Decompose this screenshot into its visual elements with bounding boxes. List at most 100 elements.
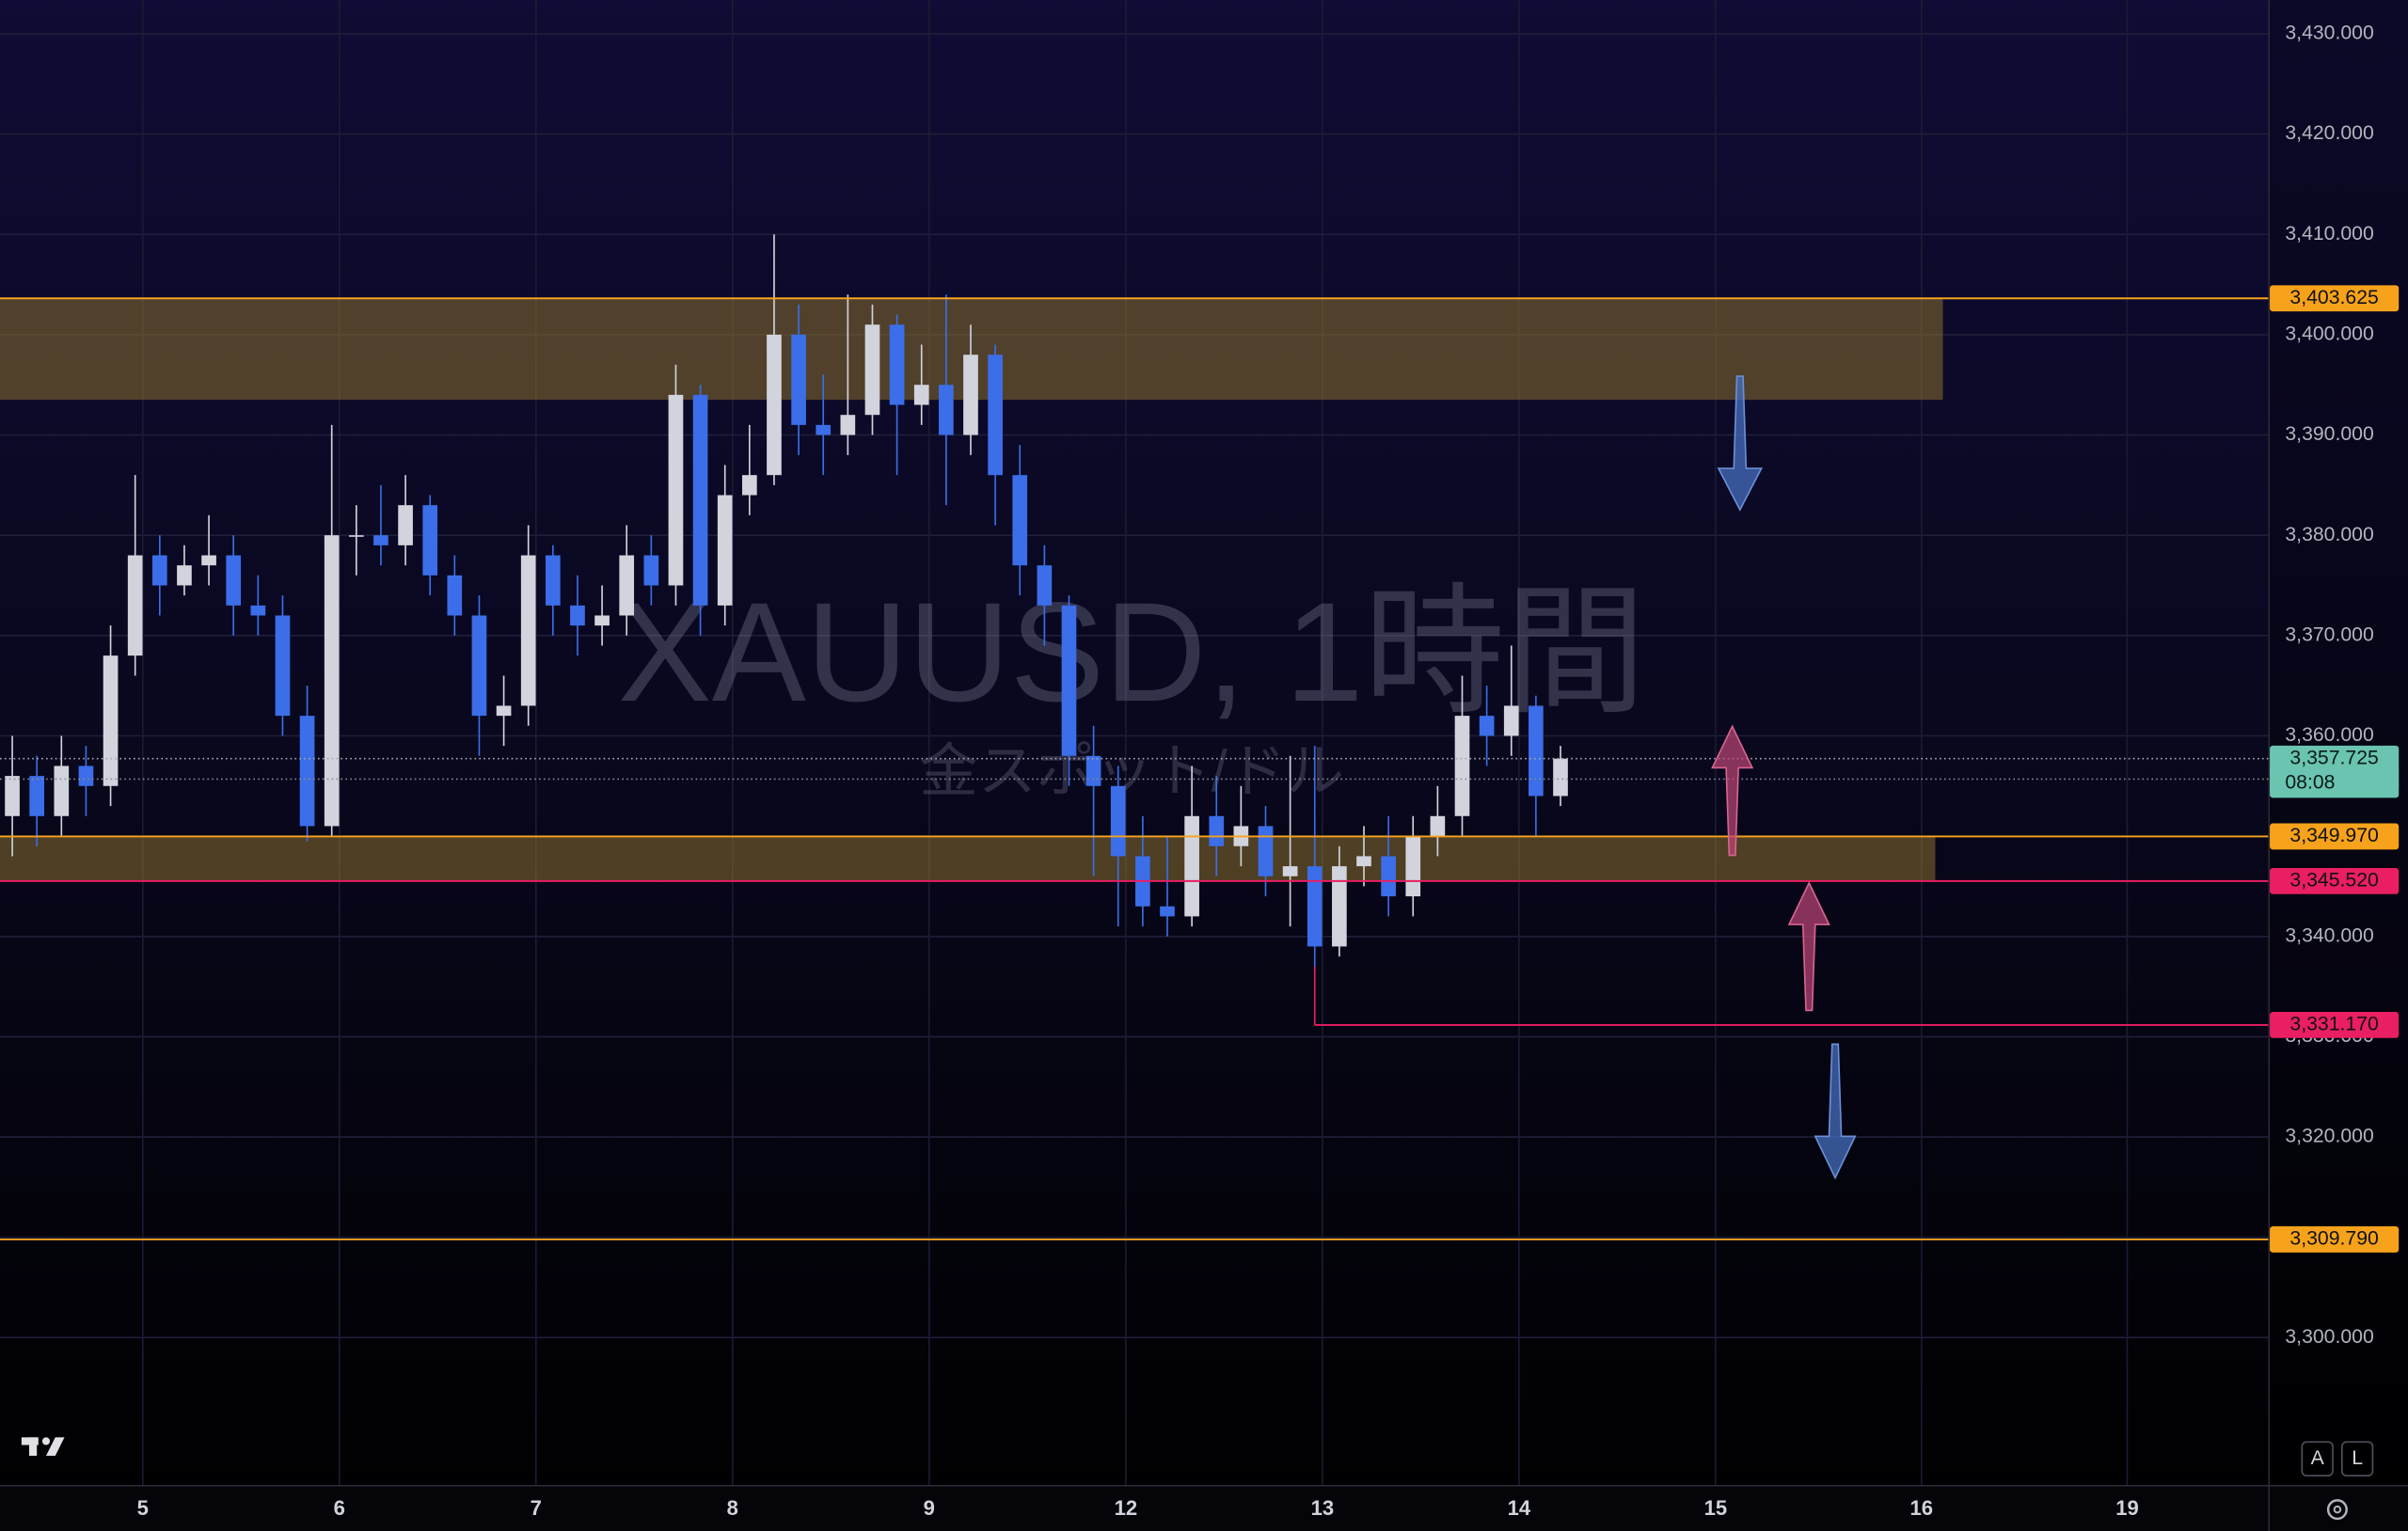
candle-body	[889, 324, 905, 405]
candle-body	[1184, 815, 1199, 917]
x-tick-label: 14	[1508, 1496, 1531, 1520]
candle-body	[963, 355, 978, 435]
zone	[0, 836, 1936, 881]
logo-part	[45, 1437, 65, 1456]
price-label-box	[2270, 1226, 2400, 1253]
candle-body	[1307, 866, 1323, 947]
price-label: 3,345.520	[2289, 870, 2378, 892]
candle-body	[1282, 866, 1298, 876]
candle-body	[1381, 856, 1396, 897]
candle-body	[496, 705, 512, 717]
candle-body	[398, 505, 413, 545]
candle-body	[1553, 758, 1568, 797]
settings-icon[interactable]	[2326, 1499, 2348, 1521]
candle-body	[1503, 705, 1519, 736]
candle-body	[250, 605, 266, 616]
x-tick-label: 13	[1311, 1496, 1335, 1520]
candle-body	[1012, 475, 1028, 566]
candle-body	[619, 555, 635, 616]
logo-part	[41, 1437, 51, 1445]
candle-body	[939, 385, 954, 435]
candle-body	[471, 615, 487, 717]
candle-body	[594, 615, 610, 626]
price-label: 3,357.725	[2289, 747, 2378, 768]
scale-button[interactable]	[2340, 1441, 2374, 1477]
x-tick-label: 19	[2115, 1496, 2139, 1520]
candle-body	[816, 424, 832, 435]
price-label-box	[2270, 823, 2400, 850]
scale-button[interactable]	[2301, 1441, 2334, 1477]
candle-body	[742, 475, 757, 496]
countdown: 08:08	[2285, 771, 2335, 793]
candle-body	[151, 555, 167, 586]
candle-body	[864, 324, 880, 416]
candle-body	[447, 575, 463, 616]
candle-body	[1430, 815, 1446, 837]
x-tick-label: 16	[1910, 1496, 1934, 1520]
scale-button-label[interactable]: A	[2311, 1447, 2325, 1469]
y-tick-label: 3,300.000	[2285, 1326, 2373, 1348]
candle-body	[913, 385, 929, 405]
candle-body	[201, 555, 216, 566]
candle-body	[348, 535, 364, 537]
y-tick-label: 3,430.000	[2285, 23, 2373, 44]
settings-hub	[2333, 1505, 2342, 1514]
price-label-box	[2270, 285, 2400, 312]
price-label: 3,349.970	[2289, 825, 2378, 846]
candle-body	[988, 355, 1003, 476]
candle-body	[177, 565, 192, 586]
candle-body	[1160, 906, 1175, 917]
candle-body	[275, 615, 291, 717]
candle-body	[1209, 815, 1225, 846]
settings-gear[interactable]	[2326, 1499, 2348, 1521]
y-tick-label: 3,400.000	[2285, 323, 2373, 344]
candle-body	[545, 555, 561, 606]
candle-body	[226, 555, 242, 606]
candle-body	[1258, 826, 1274, 876]
candle-body	[373, 535, 388, 545]
candle-body	[1529, 705, 1544, 797]
price-label: 3,309.790	[2289, 1228, 2378, 1250]
price-label-box	[2270, 745, 2400, 798]
y-tick-label: 3,320.000	[2285, 1126, 2373, 1147]
candle-body	[791, 334, 806, 425]
arrow-down	[1814, 1043, 1857, 1180]
time-axis	[0, 1486, 2408, 1531]
candle-body	[103, 655, 119, 786]
x-tick-label: 15	[1704, 1496, 1728, 1520]
arrow-down	[1717, 375, 1763, 512]
candle-body	[422, 505, 438, 576]
candle-body	[668, 394, 684, 586]
candle-body	[5, 776, 20, 816]
scale-button-label[interactable]: L	[2352, 1447, 2363, 1469]
y-tick-label: 3,390.000	[2285, 423, 2373, 445]
candle-body	[570, 605, 585, 626]
x-tick-label: 12	[1115, 1496, 1138, 1520]
price-label: 3,403.625	[2289, 287, 2378, 308]
arrow-up	[1711, 724, 1754, 857]
x-tick-label: 5	[137, 1496, 149, 1520]
x-tick-label: 6	[334, 1496, 345, 1520]
candle-body	[1479, 716, 1495, 736]
candle-body	[324, 535, 340, 827]
watermark-title: XAUUSD, 1時間	[618, 573, 1646, 731]
y-tick-label: 3,420.000	[2285, 122, 2373, 144]
candle-body	[520, 555, 536, 706]
y-tick-label: 3,340.000	[2285, 924, 2373, 946]
candle-body	[1356, 856, 1371, 867]
y-tick-label: 3,360.000	[2285, 724, 2373, 746]
x-tick-label: 9	[924, 1496, 935, 1520]
y-tick-label: 3,410.000	[2285, 223, 2373, 245]
x-tick-label: 7	[531, 1496, 542, 1520]
price-label-box	[2270, 868, 2400, 894]
candle-body	[692, 394, 708, 606]
candle-body	[78, 766, 94, 786]
candle-body	[127, 555, 143, 656]
arrows	[1711, 375, 1857, 1180]
candle-body	[54, 766, 70, 816]
arrow-up	[1787, 881, 1830, 1012]
candle-body	[840, 415, 856, 435]
candle-body	[1037, 565, 1053, 606]
candle-body	[1061, 605, 1077, 756]
